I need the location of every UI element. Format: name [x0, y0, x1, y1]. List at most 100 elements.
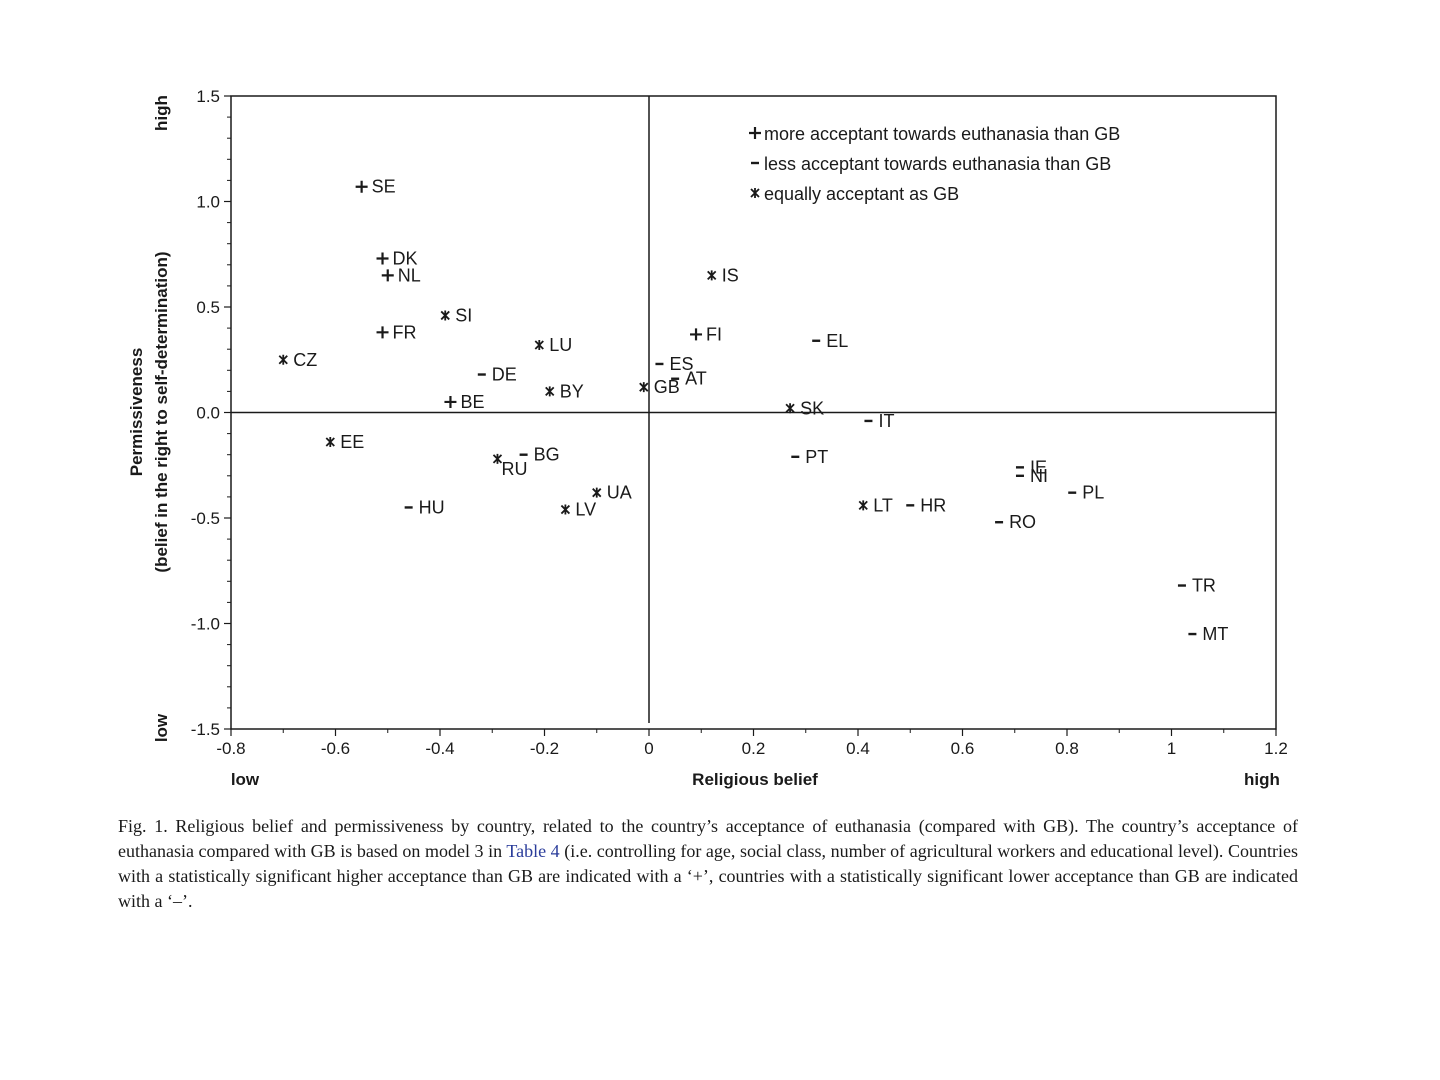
- x-tick-label: 1.2: [1264, 739, 1288, 758]
- legend-entry-text: more acceptant towards euthanasia than G…: [764, 124, 1120, 144]
- x-tick-label: 0.4: [846, 739, 870, 758]
- data-point-fi: FI: [690, 324, 722, 344]
- data-point-ie: IE: [1015, 457, 1047, 477]
- star-marker: [440, 310, 450, 321]
- point-label: HR: [920, 495, 946, 515]
- data-point-si: SI: [440, 305, 472, 325]
- data-point-lt: LT: [858, 495, 893, 515]
- data-point-at: AT: [671, 369, 707, 389]
- data-point-mt: MT: [1188, 624, 1228, 644]
- point-label: ES: [669, 354, 693, 374]
- figure-caption: Fig. 1. Religious belief and permissiven…: [118, 814, 1298, 914]
- y-tick-label: 0.5: [196, 298, 220, 317]
- caption-text-start: Fig. 1. Religious belief and permissiven…: [118, 816, 1298, 861]
- legend-entry: less acceptant towards euthanasia than G…: [751, 154, 1111, 174]
- data-point-ni: NI: [1015, 466, 1048, 486]
- data-point-tr: TR: [1177, 576, 1216, 596]
- data-point-pt: PT: [791, 447, 828, 467]
- x-tick-label: 0.8: [1055, 739, 1079, 758]
- table-4-link[interactable]: Table 4: [506, 841, 560, 861]
- x-tick-label: -0.4: [425, 739, 454, 758]
- y-tick-label: 1.5: [196, 87, 220, 106]
- point-label: SI: [455, 305, 472, 325]
- x-axis-low-label: low: [231, 770, 260, 789]
- data-point-gb: GB: [639, 377, 680, 397]
- x-axis-title: Religious belief: [692, 770, 818, 789]
- plus-marker: [355, 180, 368, 193]
- point-label: GB: [654, 377, 680, 397]
- data-point-sk: SK: [785, 398, 824, 418]
- point-label: RO: [1009, 512, 1036, 532]
- x-tick-label: -0.2: [530, 739, 559, 758]
- point-label: BG: [534, 445, 560, 465]
- data-point-se: SE: [355, 177, 396, 197]
- plus-marker: [444, 395, 457, 408]
- star-marker: [534, 339, 544, 350]
- point-label: LV: [575, 500, 596, 520]
- x-tick-label: 0.2: [742, 739, 766, 758]
- point-label: NI: [1030, 466, 1048, 486]
- star-marker: [278, 354, 288, 365]
- data-point-cz: CZ: [278, 350, 317, 370]
- point-label: BY: [560, 381, 584, 401]
- plus-marker: [376, 252, 389, 265]
- point-label: FR: [393, 322, 417, 342]
- data-point-lu: LU: [534, 335, 572, 355]
- point-label: FI: [706, 324, 722, 344]
- data-point-lv: LV: [560, 500, 596, 520]
- point-label: DE: [492, 365, 517, 385]
- plus-marker: [381, 269, 394, 282]
- star-marker: [750, 188, 760, 198]
- point-label: HU: [419, 497, 445, 517]
- x-tick-label: 0.6: [951, 739, 975, 758]
- star-marker: [492, 453, 503, 464]
- point-label: RU: [501, 459, 527, 479]
- y-axis-title-line2: (belief in the right to self-determinati…: [152, 251, 171, 572]
- x-tick-label: 0: [644, 739, 653, 758]
- caption-text-end: (i.e. controlling for age, social class,…: [118, 841, 1298, 911]
- y-tick-label: -1.5: [191, 720, 220, 739]
- data-point-el: EL: [812, 331, 848, 351]
- legend-entry-text: less acceptant towards euthanasia than G…: [764, 154, 1111, 174]
- data-point-ee: EE: [325, 432, 364, 452]
- data-point-dk: DK: [376, 248, 418, 268]
- point-label: IE: [1030, 457, 1047, 477]
- point-label: PL: [1082, 483, 1104, 503]
- data-point-es: ES: [655, 354, 693, 374]
- data-point-fr: FR: [376, 322, 417, 342]
- point-label: TR: [1192, 576, 1216, 596]
- star-marker: [785, 403, 795, 414]
- plus-marker: [749, 127, 761, 139]
- x-tick-label: -0.6: [321, 739, 350, 758]
- point-label: SK: [800, 398, 824, 418]
- data-point-ro: RO: [995, 512, 1036, 532]
- point-label: EE: [340, 432, 364, 452]
- data-point-bg: BG: [519, 445, 560, 465]
- y-axis-high-label: high: [152, 95, 171, 131]
- legend-entry: more acceptant towards euthanasia than G…: [749, 124, 1120, 144]
- data-point-pl: PL: [1068, 483, 1104, 503]
- data-point-it: IT: [864, 411, 894, 431]
- point-label: SE: [372, 177, 396, 197]
- plus-marker: [376, 326, 389, 339]
- star-marker: [545, 386, 555, 397]
- y-axis-low-label: low: [152, 713, 171, 742]
- data-point-hu: HU: [404, 497, 445, 517]
- data-point-ua: UA: [592, 483, 632, 503]
- y-tick-label: 0.0: [196, 404, 220, 423]
- point-label: LT: [873, 495, 893, 515]
- star-marker: [639, 382, 649, 393]
- x-axis-high-label: high: [1244, 770, 1280, 789]
- point-label: DK: [393, 248, 418, 268]
- point-label: BE: [460, 392, 484, 412]
- star-marker: [560, 504, 571, 515]
- point-label: MT: [1202, 624, 1228, 644]
- point-label: CZ: [293, 350, 317, 370]
- data-point-be: BE: [444, 392, 484, 412]
- plus-marker: [690, 328, 703, 341]
- data-point-de: DE: [477, 365, 517, 385]
- point-label: IT: [878, 411, 894, 431]
- y-tick-label: -1.0: [191, 615, 220, 634]
- data-point-ru: RU: [492, 453, 527, 479]
